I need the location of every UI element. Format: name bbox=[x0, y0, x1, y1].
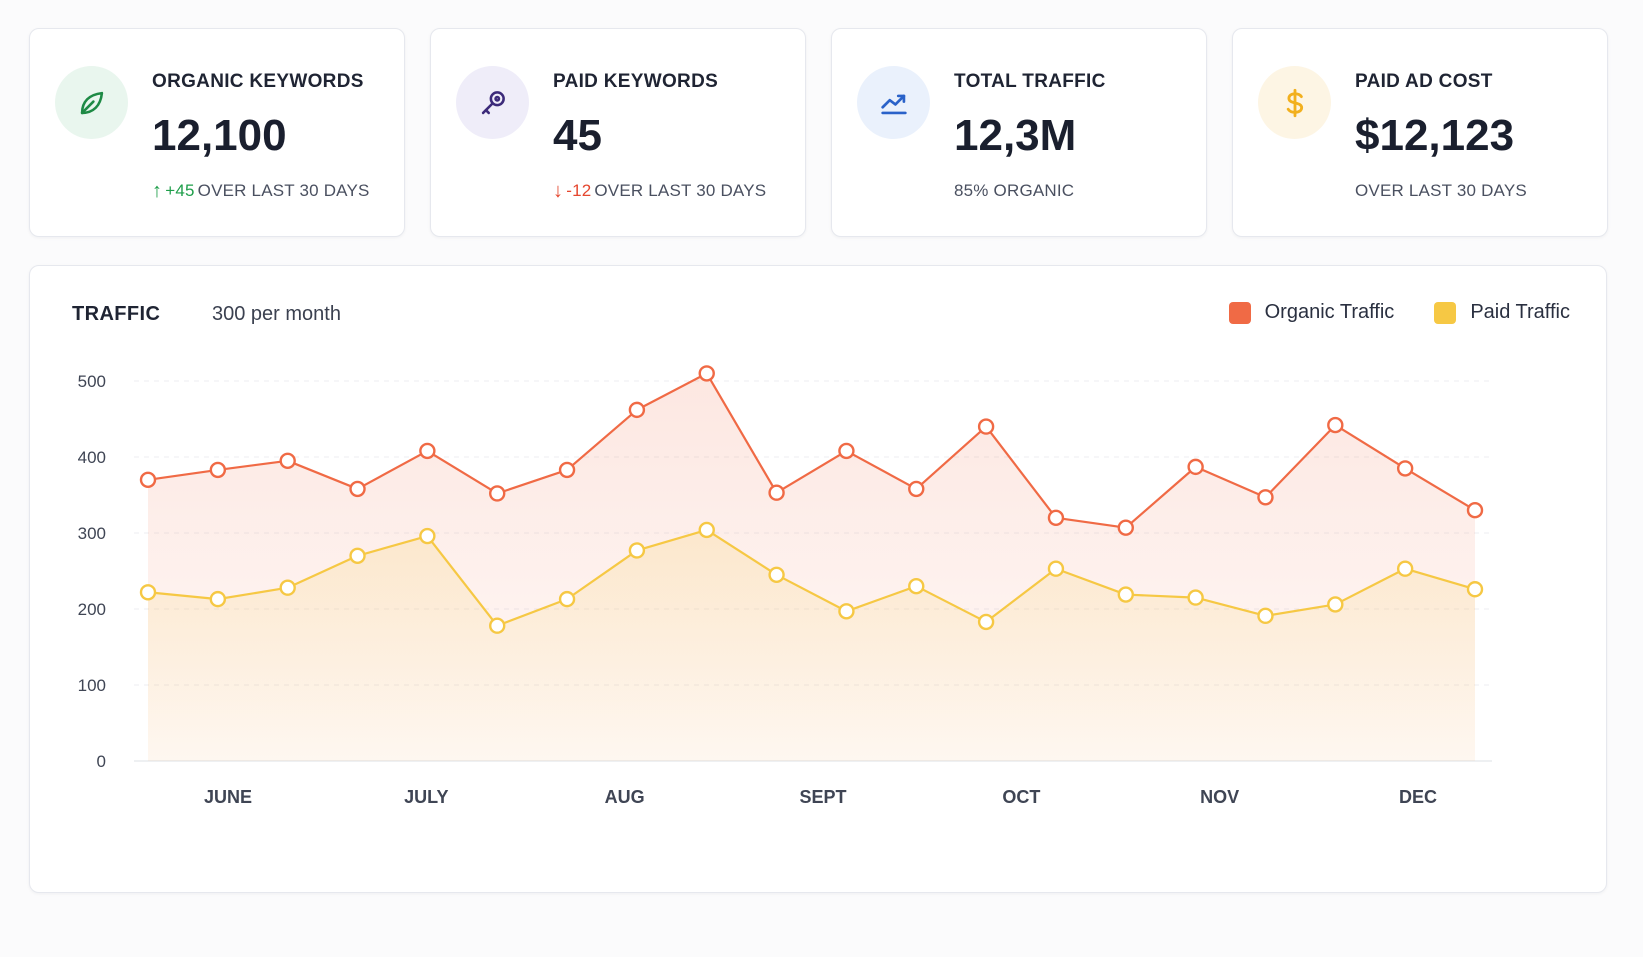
data-point-organic bbox=[698, 365, 715, 382]
data-point-paid bbox=[1117, 586, 1134, 603]
legend-swatch-organic bbox=[1228, 301, 1251, 324]
legend-label-organic: Organic Traffic bbox=[1264, 301, 1395, 323]
data-point-paid bbox=[1187, 589, 1204, 606]
kpi-subtext: 85% ORGANIC bbox=[954, 181, 1075, 200]
dollar-icon bbox=[1258, 66, 1331, 139]
chart-title: TRAFFIC bbox=[72, 303, 161, 325]
data-point-organic bbox=[628, 401, 646, 419]
data-point-paid bbox=[139, 584, 157, 601]
data-point-organic bbox=[1117, 519, 1134, 536]
y-tick-label: 0 bbox=[97, 752, 106, 771]
legend-label-paid: Paid Traffic bbox=[1470, 301, 1570, 323]
series-line-organic bbox=[147, 372, 1476, 529]
kpi-card-total-traffic[interactable]: TOTAL TRAFFIC 12,3M 85% ORGANIC bbox=[831, 28, 1207, 237]
traffic-line-chart: 0 100 200 300 400 500 JUNE JULY AUG SEPT OCT NOV DEC bbox=[78, 365, 1492, 807]
data-point-paid bbox=[768, 566, 785, 583]
legend-swatch-paid bbox=[1434, 301, 1457, 324]
data-point-paid bbox=[558, 590, 576, 608]
x-tick-label: DEC bbox=[1399, 787, 1437, 807]
data-point-paid bbox=[628, 542, 646, 559]
data-point-paid bbox=[349, 547, 366, 564]
data-point-organic bbox=[419, 442, 436, 460]
y-tick-label: 100 bbox=[78, 676, 106, 695]
leaf-icon bbox=[55, 66, 128, 139]
x-tick-label: OCT bbox=[1002, 787, 1040, 807]
data-point-paid bbox=[1047, 560, 1065, 577]
y-tick-label: 400 bbox=[78, 448, 106, 467]
series-area-1 bbox=[148, 529, 1475, 761]
data-point-paid bbox=[1257, 607, 1274, 625]
data-point-organic bbox=[1396, 460, 1414, 477]
data-point-organic bbox=[1327, 416, 1344, 434]
chart-legend: Organic Traffic Paid Traffic bbox=[1228, 301, 1570, 324]
kpi-delta: +45 bbox=[165, 181, 195, 200]
arrow-down-icon: ↓ bbox=[553, 180, 564, 202]
data-point-organic bbox=[349, 480, 366, 498]
kpi-delta: -12 bbox=[566, 181, 592, 200]
data-point-organic bbox=[209, 461, 227, 479]
kpi-footnote: OVER LAST 30 DAYS bbox=[1355, 181, 1527, 201]
data-point-paid bbox=[1396, 560, 1414, 577]
x-tick-label: JUNE bbox=[204, 787, 252, 807]
data-point-organic bbox=[1466, 501, 1484, 519]
traffic-chart-card: TRAFFIC 300 per month Organic Traffic Pa… bbox=[29, 265, 1607, 893]
y-tick-label: 300 bbox=[78, 524, 106, 543]
trend-up-icon bbox=[857, 66, 930, 139]
data-point-organic bbox=[977, 418, 995, 435]
data-point-paid bbox=[908, 578, 925, 595]
key-icon bbox=[456, 66, 529, 139]
data-point-organic bbox=[279, 452, 296, 470]
kpi-label: PAID KEYWORDS bbox=[553, 71, 719, 92]
data-point-paid bbox=[489, 617, 506, 634]
x-tick-label: NOV bbox=[1200, 787, 1239, 807]
kpi-value: 12,3M bbox=[954, 111, 1077, 160]
data-point-organic bbox=[1257, 489, 1274, 506]
data-point-paid bbox=[279, 579, 296, 596]
kpi-period: OVER LAST 30 DAYS bbox=[594, 181, 767, 200]
data-point-paid bbox=[1466, 581, 1484, 598]
data-point-organic bbox=[139, 471, 157, 489]
data-point-paid bbox=[419, 527, 436, 545]
kpi-footnote: 85% ORGANIC bbox=[954, 181, 1074, 201]
kpi-card-paid-ad-cost[interactable]: PAID AD COST $12,123 OVER LAST 30 DAYS bbox=[1232, 28, 1608, 237]
legend-item-paid[interactable]: Paid Traffic bbox=[1434, 301, 1570, 324]
x-tick-label: JULY bbox=[404, 787, 448, 807]
kpi-label: PAID AD COST bbox=[1355, 71, 1493, 92]
kpi-period: OVER LAST 30 DAYS bbox=[197, 181, 370, 200]
data-point-organic bbox=[489, 485, 506, 502]
kpi-value: 45 bbox=[553, 111, 602, 160]
kpi-label: ORGANIC KEYWORDS bbox=[152, 71, 364, 92]
kpi-footnote: ↑ +45 OVER LAST 30 DAYS bbox=[152, 181, 370, 201]
series-line-paid bbox=[147, 528, 1476, 627]
data-point-paid bbox=[209, 590, 227, 608]
y-tick-label: 500 bbox=[78, 372, 106, 391]
chart-subtitle: 300 per month bbox=[212, 303, 341, 325]
kpi-period: OVER LAST 30 DAYS bbox=[1355, 181, 1527, 200]
data-point-organic bbox=[1187, 458, 1204, 476]
kpi-label: TOTAL TRAFFIC bbox=[954, 71, 1106, 92]
arrow-up-icon: ↑ bbox=[152, 180, 163, 202]
data-point-organic bbox=[558, 461, 576, 479]
kpi-value: $12,123 bbox=[1355, 111, 1515, 160]
x-tick-label: AUG bbox=[605, 787, 645, 807]
kpi-card-paid-keywords[interactable]: PAID KEYWORDS 45 ↓ -12 OVER LAST 30 DAYS bbox=[430, 28, 806, 237]
data-point-organic bbox=[1047, 509, 1065, 527]
kpi-row: ORGANIC KEYWORDS 12,100 ↑ +45 OVER LAST … bbox=[29, 28, 1608, 237]
data-point-paid bbox=[977, 613, 995, 631]
kpi-value: 12,100 bbox=[152, 111, 287, 160]
data-point-paid bbox=[838, 603, 855, 620]
kpi-footnote: ↓ -12 OVER LAST 30 DAYS bbox=[553, 181, 766, 201]
kpi-card-organic-keywords[interactable]: ORGANIC KEYWORDS 12,100 ↑ +45 OVER LAST … bbox=[29, 28, 405, 237]
data-point-paid bbox=[698, 521, 715, 539]
data-point-paid bbox=[1327, 596, 1344, 613]
x-tick-label: SEPT bbox=[799, 787, 846, 807]
data-point-organic bbox=[908, 480, 925, 498]
y-tick-label: 200 bbox=[78, 600, 106, 619]
data-point-organic bbox=[838, 442, 855, 460]
data-point-organic bbox=[768, 484, 785, 501]
legend-item-organic[interactable]: Organic Traffic bbox=[1228, 301, 1395, 324]
